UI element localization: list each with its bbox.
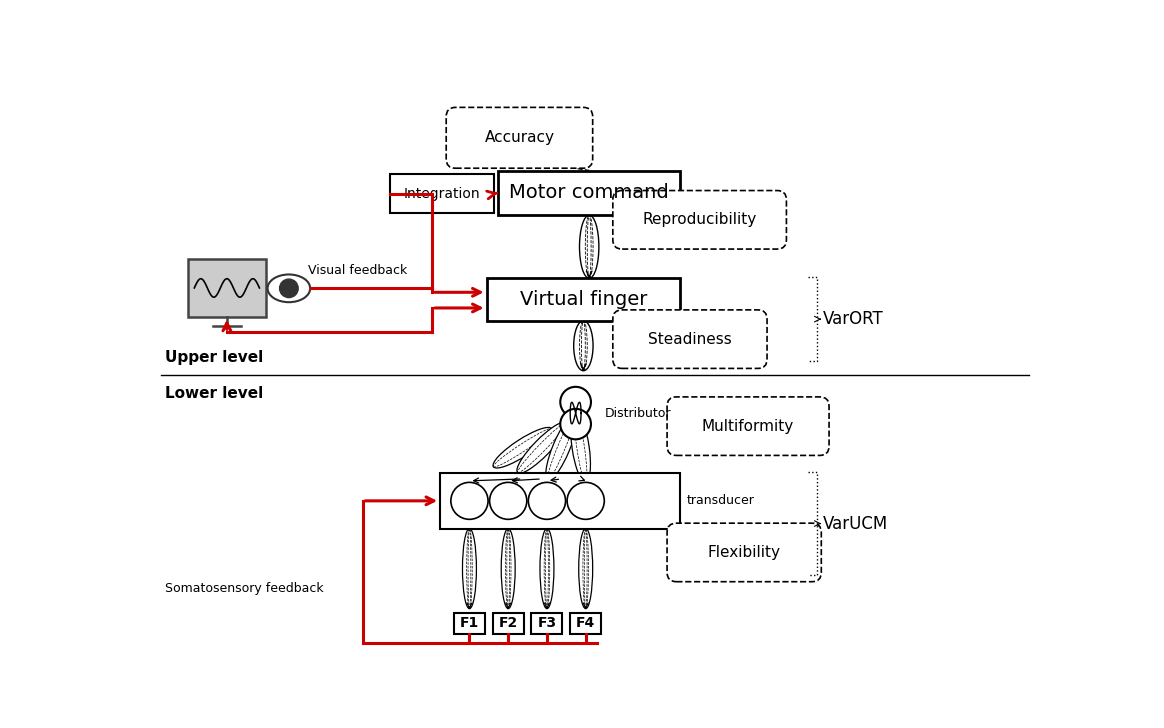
Text: VarUCM: VarUCM	[823, 515, 888, 533]
Circle shape	[279, 279, 298, 298]
Circle shape	[450, 483, 488, 519]
Ellipse shape	[502, 529, 516, 609]
Ellipse shape	[517, 422, 567, 473]
Ellipse shape	[579, 529, 592, 609]
Bar	[189, 259, 265, 317]
FancyBboxPatch shape	[612, 191, 787, 249]
Text: Somatosensory feedback: Somatosensory feedback	[165, 582, 324, 596]
Text: transducer: transducer	[687, 494, 754, 507]
Text: Reproducibility: Reproducibility	[643, 213, 757, 227]
Text: VarORT: VarORT	[823, 310, 883, 328]
Bar	[454, 612, 485, 634]
Text: Steadiness: Steadiness	[648, 332, 732, 347]
Text: Flexibility: Flexibility	[708, 545, 781, 560]
FancyBboxPatch shape	[446, 108, 592, 168]
Ellipse shape	[574, 320, 594, 371]
Bar	[492, 612, 524, 634]
Ellipse shape	[462, 529, 476, 609]
FancyBboxPatch shape	[667, 523, 822, 582]
Ellipse shape	[540, 529, 554, 609]
Ellipse shape	[580, 215, 598, 278]
Ellipse shape	[570, 414, 590, 482]
Bar	[498, 170, 680, 215]
Ellipse shape	[494, 427, 552, 468]
Text: Lower level: Lower level	[165, 386, 263, 401]
Text: Motor command: Motor command	[510, 183, 669, 202]
Text: F4: F4	[576, 617, 595, 630]
Text: Accuracy: Accuracy	[484, 130, 554, 146]
Bar	[440, 473, 680, 529]
Bar	[487, 278, 680, 320]
FancyBboxPatch shape	[667, 397, 829, 456]
Ellipse shape	[546, 416, 576, 480]
Circle shape	[528, 483, 566, 519]
Circle shape	[560, 387, 591, 417]
Text: Visual feedback: Visual feedback	[308, 264, 407, 277]
Ellipse shape	[268, 274, 310, 302]
Text: Distributor: Distributor	[605, 406, 672, 419]
Bar	[532, 612, 562, 634]
Bar	[390, 175, 495, 213]
Text: Multiformity: Multiformity	[702, 419, 794, 434]
Text: Virtual finger: Virtual finger	[519, 290, 647, 309]
Text: Integration: Integration	[404, 186, 481, 201]
Circle shape	[560, 409, 591, 439]
Text: F2: F2	[498, 617, 518, 630]
Circle shape	[490, 483, 527, 519]
Bar	[570, 612, 601, 634]
Text: F1: F1	[460, 617, 480, 630]
Text: F3: F3	[538, 617, 556, 630]
Text: Upper level: Upper level	[165, 350, 263, 365]
Circle shape	[567, 483, 604, 519]
FancyBboxPatch shape	[612, 310, 767, 368]
